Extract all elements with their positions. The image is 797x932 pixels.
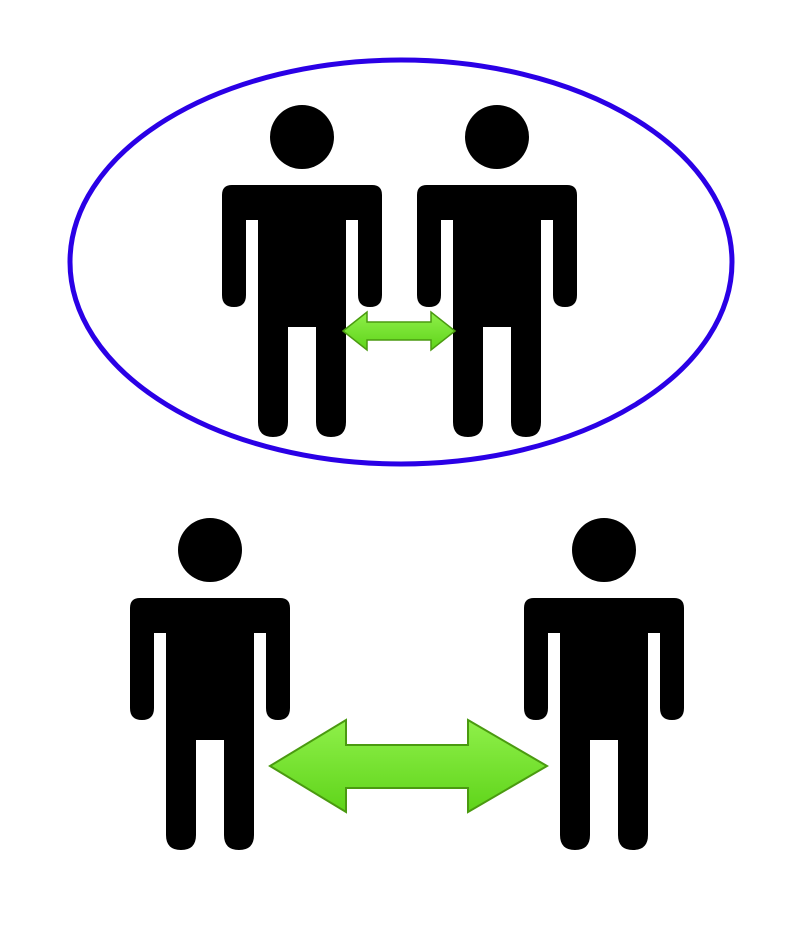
person-icon [130,518,290,850]
double-arrow-icon [341,310,457,352]
double-arrow-icon [268,718,549,814]
distant-pair-group [130,518,684,850]
person-icon [524,518,684,850]
person-icon [222,105,382,437]
close-pair-group [67,57,735,467]
person-icon [417,105,577,437]
enclosure-ellipse [67,57,735,467]
